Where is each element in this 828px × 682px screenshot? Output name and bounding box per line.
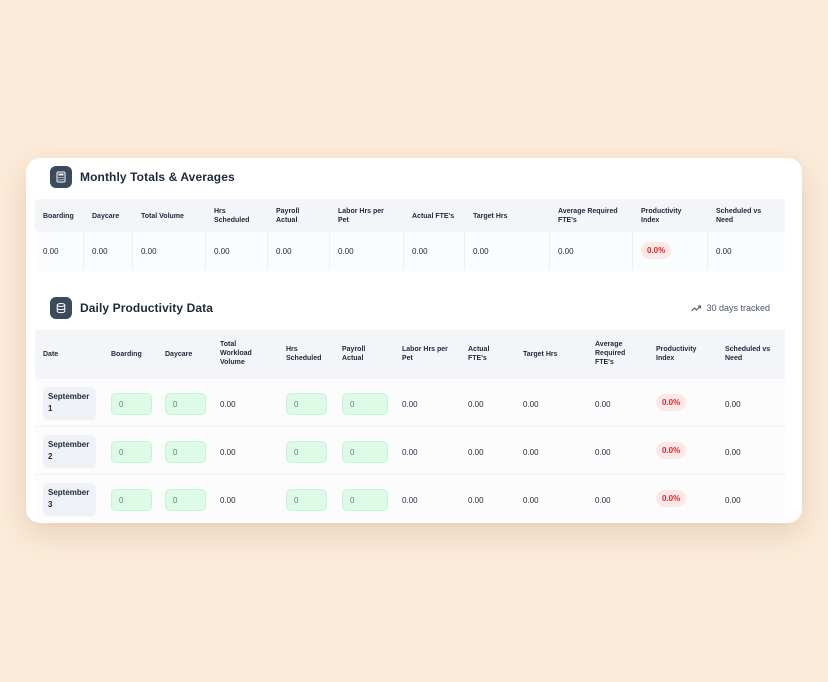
calculator-icon [50,166,72,188]
date-cell: September 3 [43,483,96,516]
hrs-scheduled-input[interactable]: 0 [286,441,327,463]
payroll-actual-input[interactable]: 0 [342,489,388,511]
productivity-index-badge: 0.0% [656,394,687,411]
actual-fte-cell: 0.00 [468,496,484,505]
avg-required-cell: 0.00 [595,448,611,457]
labor-hrs-per-pet: 0.00 [338,247,354,256]
col-header: Date [43,351,59,358]
col-header: Payroll Actual [342,346,366,362]
col-header: Scheduled vs Need [725,346,771,362]
avg-required-cell: 0.00 [595,496,611,505]
boarding-input[interactable]: 0 [111,489,152,511]
productivity-index-badge: 0.0% [656,490,687,507]
database-icon [50,297,72,319]
scheduled-vs-need: 0.00 [716,247,732,256]
trending-up-icon [691,305,702,311]
monthly-section-title: Monthly Totals & Averages [80,170,235,184]
monthly-section-header: Monthly Totals & Averages [50,166,235,188]
monthly-table-header: Boarding Daycare Total Volume Hrs Schedu… [35,199,785,232]
daycare-input[interactable]: 0 [165,441,206,463]
daycare-total: 0.00 [92,247,108,256]
productivity-index-badge: 0.0% [641,242,672,259]
avg-required-cell: 0.00 [595,400,611,409]
boarding-total: 0.00 [43,247,59,256]
col-header: Average Required FTE's [595,341,626,366]
col-header: Actual FTE's [468,346,490,362]
col-header: Total Volume [141,213,184,220]
daily-productivity-table: Date Boarding Daycare Total Workload Vol… [35,330,785,522]
days-tracked-indicator: 30 days tracked [691,303,770,313]
hrs-scheduled-input[interactable]: 0 [286,489,327,511]
col-header: Hrs Scheduled [214,208,250,224]
payroll-actual-input[interactable]: 0 [342,441,388,463]
col-header: Productivity Index [656,346,697,362]
daily-section-header: Daily Productivity Data [50,297,213,319]
daily-table-header: Date Boarding Daycare Total Workload Vol… [35,330,785,378]
scheduled-vs-need-cell: 0.00 [725,448,741,457]
col-header: Labor Hrs per Pet [402,346,448,362]
target-hrs-cell: 0.00 [523,496,539,505]
col-header: Labor Hrs per Pet [338,208,384,224]
col-header: Boarding [111,351,142,358]
scheduled-vs-need-cell: 0.00 [725,496,741,505]
target-hrs: 0.00 [473,247,489,256]
total-volume: 0.00 [141,247,157,256]
actual-ftes: 0.00 [412,247,428,256]
hrs-scheduled-total: 0.00 [214,247,230,256]
total-workload-cell: 0.00 [220,496,236,505]
labor-hrs-cell: 0.00 [402,448,418,457]
monthly-totals-table: Boarding Daycare Total Volume Hrs Schedu… [35,199,785,271]
scheduled-vs-need-cell: 0.00 [725,400,741,409]
boarding-input[interactable]: 0 [111,441,152,463]
col-header: Productivity Index [641,208,682,224]
actual-fte-cell: 0.00 [468,448,484,457]
col-header: Daycare [92,213,120,220]
col-header: Target Hrs [523,351,558,358]
payroll-actual-input[interactable]: 0 [342,393,388,415]
labor-hrs-cell: 0.00 [402,496,418,505]
date-cell: September 1 [43,387,96,420]
days-tracked-label: 30 days tracked [706,303,770,313]
target-hrs-cell: 0.00 [523,448,539,457]
actual-fte-cell: 0.00 [468,400,484,409]
col-header: Actual FTE's [412,213,455,220]
total-workload-cell: 0.00 [220,448,236,457]
monthly-values-row: 0.00 0.00 0.00 0.00 0.00 0.00 0.00 0.00 … [35,232,785,271]
col-header: Average Required FTE's [558,208,618,224]
daily-section-title: Daily Productivity Data [80,301,214,315]
col-header: Target Hrs [473,213,508,220]
labor-hrs-cell: 0.00 [402,400,418,409]
col-header: Hrs Scheduled [286,346,322,362]
productivity-index-badge: 0.0% [656,442,687,459]
col-header: Boarding [43,213,74,220]
target-hrs-cell: 0.00 [523,400,539,409]
date-cell: September 2 [43,435,96,468]
total-workload-cell: 0.00 [220,400,236,409]
col-header: Daycare [165,351,193,358]
col-header: Payroll Actual [276,208,300,224]
daycare-input[interactable]: 0 [165,393,206,415]
table-row: September 2 0 0 0.00 0 0 0.00 0.00 0.00 … [35,426,785,474]
col-header: Scheduled vs Need [716,208,762,224]
hrs-scheduled-input[interactable]: 0 [286,393,327,415]
table-row: September 3 0 0 0.00 0 0 0.00 0.00 0.00 … [35,474,785,522]
boarding-input[interactable]: 0 [111,393,152,415]
productivity-card: Monthly Totals & Averages Boarding Dayca… [26,158,802,523]
col-header: Total Workload Volume [220,341,252,366]
daycare-input[interactable]: 0 [165,489,206,511]
payroll-actual-total: 0.00 [276,247,292,256]
avg-required-ftes: 0.00 [558,247,574,256]
table-row: September 1 0 0 0.00 0 0 0.00 0.00 0.00 … [35,378,785,426]
